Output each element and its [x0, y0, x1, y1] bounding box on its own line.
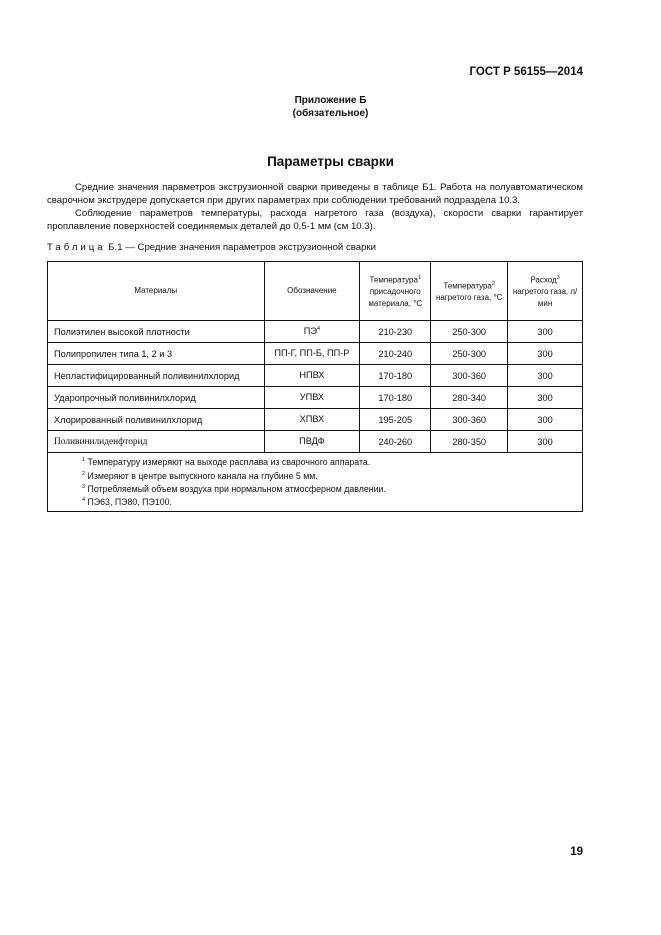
cell-material: Полиэтилен высокой плотности	[47, 320, 265, 343]
table-row: Ударопрочный поливинилхлорид УПВХ 170-180 2…	[47, 386, 583, 409]
cell-gas-temperature: 280-340	[430, 386, 509, 409]
table-row: Полиэтилен высокой плотности ПЭ4 210-230 25…	[47, 320, 583, 343]
header-designation: Обозначение	[263, 261, 361, 321]
cell-filler-temperature: 240-260	[359, 430, 432, 453]
header-filler-temperature: Температура1 присадочного материала, °С	[359, 261, 432, 321]
cell-gas-flow: 300	[507, 386, 583, 409]
paragraph-1: Средние значения параметров экструзионно…	[47, 182, 583, 206]
cell-gas-temperature: 250-300	[430, 320, 509, 343]
cell-filler-temperature: 170-180	[359, 364, 432, 387]
cell-designation: ПП-Г, ПП-Б, ПП-Р	[263, 342, 361, 365]
cell-gas-temperature: 280-350	[430, 430, 509, 453]
footnote: 1 Температуру измеряют на выходе расплав…	[82, 457, 371, 468]
table-caption-word: Таблица	[47, 242, 106, 253]
page-number: 19	[570, 846, 583, 858]
cell-designation: ПЭ4	[263, 320, 361, 343]
table-row: Полипропилен типа 1, 2 и 3 ПП-Г, ПП-Б, ПП…	[47, 342, 583, 365]
cell-gas-flow: 300	[507, 320, 583, 343]
footnote: 3 Потребляемый объем воздуха при нормаль…	[82, 483, 386, 494]
header-gas-temperature: Температура2 нагретого газа, °С	[430, 261, 509, 321]
cell-material: Полипропилен типа 1, 2 и 3	[47, 342, 265, 365]
cell-designation: УПВХ	[263, 386, 361, 409]
header-materials: Материалы	[47, 261, 265, 321]
cell-gas-temperature: 300-360	[430, 364, 509, 387]
cell-material: Поливинилиденфторид	[47, 430, 265, 453]
appendix-status: (обязательное)	[292, 108, 369, 119]
cell-filler-temperature: 210-240	[359, 342, 432, 365]
footnote: 4 ПЭ63, ПЭ80, ПЭ100.	[82, 497, 172, 508]
table-row: Поливинилиденфторид ПВДФ 240-260 280-350 300	[47, 430, 583, 453]
cell-designation: ПВДФ	[263, 430, 361, 453]
cell-gas-flow: 300	[507, 342, 583, 365]
standard-number: ГОСТ Р 56155—2014	[469, 66, 583, 78]
table-caption: Таблица Б.1 — Средние значения параметро…	[47, 242, 376, 253]
cell-designation: НПВХ	[263, 364, 361, 387]
table-header-row: Материалы Обозначение Температура1 присад…	[47, 261, 583, 321]
cell-gas-flow: 300	[507, 364, 583, 387]
cell-gas-flow: 300	[507, 430, 583, 453]
table-row: Хлорированный поливинилхлорид ХПВХ 195-205…	[47, 408, 583, 431]
cell-gas-temperature: 250-300	[430, 342, 509, 365]
cell-material: Непластифицированный поливинилхлорид	[47, 364, 265, 387]
footnotes-row: 1 Температуру измеряют на выходе расплав…	[47, 452, 583, 512]
footnotes: 1 Температуру измеряют на выходе расплав…	[47, 452, 583, 512]
paragraph-2: Соблюдение параметров температуры, расхо…	[47, 208, 583, 232]
cell-designation: ХПВХ	[263, 408, 361, 431]
table-row: Непластифицированный поливинилхлорид НПВХ…	[47, 364, 583, 387]
welding-parameters-table: Материалы Обозначение Температура1 присад…	[47, 261, 583, 512]
cell-material: Ударопрочный поливинилхлорид	[47, 386, 265, 409]
cell-gas-temperature: 300-360	[430, 408, 509, 431]
cell-filler-temperature: 210-230	[359, 320, 432, 343]
header-gas-flow: Расход3 нагретого газа, л/мин	[507, 261, 583, 321]
section-title: Параметры сварки	[267, 154, 394, 169]
footnote: 2 Измеряют в центре выпускного канала на…	[82, 470, 318, 481]
cell-gas-flow: 300	[507, 408, 583, 431]
appendix-title: Приложение Б	[294, 95, 367, 106]
appendix-heading: Приложение Б (обязательное)	[0, 94, 661, 120]
cell-filler-temperature: 170-180	[359, 386, 432, 409]
cell-material: Хлорированный поливинилхлорид	[47, 408, 265, 431]
table-caption-text: Б.1 — Средние значения параметров экстру…	[108, 242, 376, 253]
cell-filler-temperature: 195-205	[359, 408, 432, 431]
